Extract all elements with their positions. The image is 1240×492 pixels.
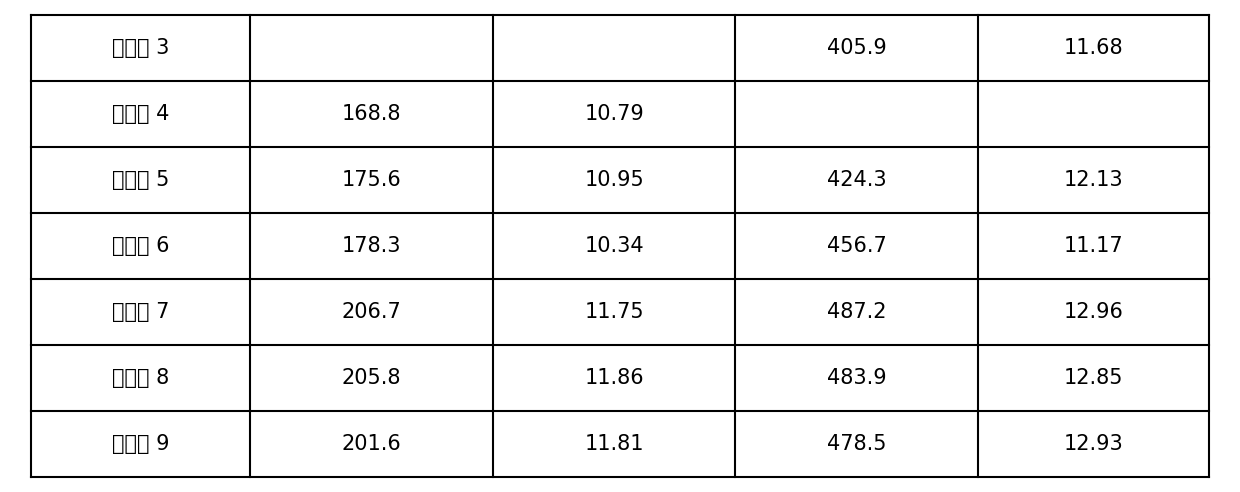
Text: 487.2: 487.2	[827, 302, 887, 322]
Text: 11.75: 11.75	[584, 302, 644, 322]
Text: 205.8: 205.8	[342, 368, 401, 388]
Text: 456.7: 456.7	[827, 236, 887, 256]
Text: 175.6: 175.6	[341, 170, 402, 190]
Text: 405.9: 405.9	[827, 38, 887, 58]
Text: 对比例 9: 对比例 9	[112, 434, 170, 454]
Text: 11.81: 11.81	[584, 434, 644, 454]
Text: 11.68: 11.68	[1064, 38, 1123, 58]
Text: 12.96: 12.96	[1064, 302, 1123, 322]
Text: 168.8: 168.8	[342, 104, 401, 124]
Text: 10.34: 10.34	[584, 236, 644, 256]
Text: 178.3: 178.3	[342, 236, 401, 256]
Text: 对比例 3: 对比例 3	[112, 38, 169, 58]
Text: 424.3: 424.3	[827, 170, 887, 190]
Text: 483.9: 483.9	[827, 368, 887, 388]
Text: 12.85: 12.85	[1064, 368, 1123, 388]
Text: 11.86: 11.86	[584, 368, 644, 388]
Text: 对比例 5: 对比例 5	[112, 170, 169, 190]
Text: 对比例 7: 对比例 7	[112, 302, 169, 322]
Text: 对比例 4: 对比例 4	[112, 104, 169, 124]
Text: 对比例 8: 对比例 8	[112, 368, 169, 388]
Text: 11.17: 11.17	[1064, 236, 1123, 256]
Text: 201.6: 201.6	[341, 434, 402, 454]
Text: 10.79: 10.79	[584, 104, 644, 124]
Text: 对比例 6: 对比例 6	[112, 236, 170, 256]
Text: 206.7: 206.7	[341, 302, 402, 322]
Text: 12.13: 12.13	[1064, 170, 1123, 190]
Text: 478.5: 478.5	[827, 434, 887, 454]
Text: 12.93: 12.93	[1064, 434, 1123, 454]
Text: 10.95: 10.95	[584, 170, 644, 190]
